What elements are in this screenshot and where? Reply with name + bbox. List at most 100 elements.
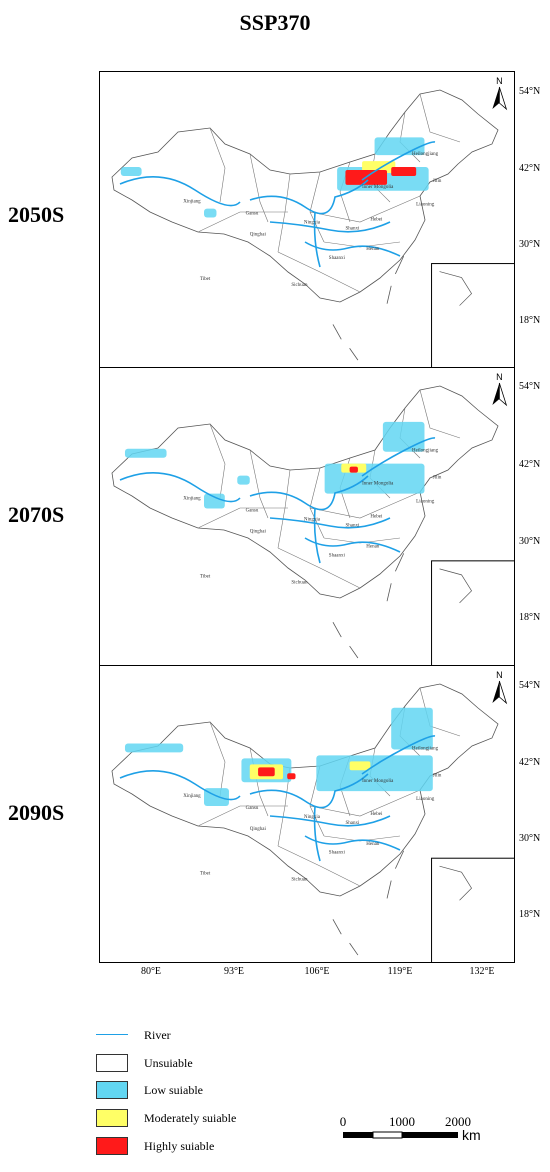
coast-segment — [349, 347, 359, 361]
place-label: Heilongjiang — [412, 746, 439, 751]
scale-unit: km — [462, 1127, 481, 1143]
place-label: Tibet — [200, 872, 211, 877]
place-label: Inner Mongolia — [362, 779, 394, 784]
place-label: Gansu — [246, 509, 259, 514]
river-line — [313, 507, 321, 564]
province-boundary — [419, 389, 461, 439]
coast-segment — [394, 255, 405, 275]
figure-title: SSP370 — [239, 10, 311, 35]
legend-moderate-label: Moderately suiable — [144, 1111, 237, 1125]
scale-bar: 0 1000 2000 km — [330, 1110, 530, 1150]
coast-segment — [349, 942, 359, 956]
low-suitable-area — [237, 475, 250, 485]
place-label: Xinjiang — [183, 794, 201, 799]
province-boundary — [249, 153, 269, 223]
river-line — [119, 472, 241, 503]
place-label: Ningxia — [304, 815, 321, 820]
legend-unsuitable-label: Unsuiable — [144, 1056, 193, 1070]
place-label: Henan — [366, 247, 380, 252]
province-boundary — [277, 251, 361, 293]
river-line — [304, 537, 401, 553]
province-boundary — [277, 845, 361, 887]
low-swatch — [96, 1081, 128, 1099]
inset-coastline — [439, 865, 472, 901]
legend-moderate: Moderately suiable — [96, 1109, 396, 1129]
place-label: Xinjiang — [183, 200, 201, 205]
river-line — [249, 179, 369, 215]
scale-seg — [372, 1131, 403, 1139]
south-china-sea-inset — [431, 857, 514, 962]
north-arrow-left — [492, 87, 500, 109]
river-line — [269, 815, 391, 827]
place-label: Ningxia — [304, 517, 321, 522]
province-boundary — [249, 449, 269, 519]
lon-label: 106°E — [304, 966, 330, 977]
panel-label-2050: 2050S — [8, 202, 65, 227]
legend-low: Low suiable — [96, 1081, 396, 1101]
place-label: Gansu — [246, 806, 259, 811]
panel-label-2090: 2090S — [8, 800, 65, 825]
lat-label: 18°N — [519, 909, 541, 920]
panel-label-2070: 2070S — [8, 502, 65, 527]
lat-label: 30°N — [519, 833, 541, 844]
north-arrow-icon: N — [492, 372, 508, 407]
north-label: N — [496, 372, 503, 382]
legend-high-label: Highly suiable — [144, 1139, 215, 1153]
low-suitable-area — [120, 167, 142, 176]
place-label: Heilongjiang — [412, 152, 439, 157]
province-boundary — [209, 423, 226, 499]
moderate-suitable-area — [349, 761, 371, 771]
place-label: Inner Mongolia — [362, 185, 394, 190]
lat-label: 42°N — [519, 459, 541, 470]
river-line — [361, 437, 436, 477]
place-label: Liaoning — [416, 500, 435, 505]
map-2050: N Heilongjiang Jilin Inner Mongolia Liaoning… — [111, 76, 514, 367]
river-line-swatch — [96, 1034, 128, 1035]
province-boundary — [209, 127, 226, 203]
place-label: Xinjiang — [183, 497, 201, 502]
lat-label: 54°N — [519, 381, 541, 392]
lon-label: 132°E — [469, 966, 495, 977]
low-suitable-area — [204, 208, 217, 218]
place-label: Shanxi — [345, 821, 360, 826]
coast-segment — [386, 583, 392, 602]
river-line — [313, 805, 321, 862]
place-label: Jilin — [433, 179, 442, 184]
lat-label: 30°N — [519, 239, 541, 250]
lat-label: 54°N — [519, 86, 541, 97]
coast-segment — [394, 850, 405, 869]
place-label: Qinghai — [250, 529, 267, 534]
province-boundary — [309, 491, 421, 519]
place-label: Jilin — [433, 476, 442, 481]
province-boundary — [197, 805, 288, 827]
place-label: Tibet — [200, 574, 211, 579]
province-boundary — [209, 721, 226, 797]
north-arrow-left — [492, 681, 500, 703]
river-line — [361, 141, 436, 181]
place-label: Qinghai — [250, 827, 267, 832]
north-arrow-left — [492, 383, 500, 405]
place-label: Hebei — [370, 812, 383, 817]
place-label: Qinghai — [250, 232, 267, 237]
place-label: Jilin — [433, 773, 442, 778]
place-label: Hebei — [370, 218, 383, 223]
place-label: Heilongjiang — [412, 449, 439, 454]
river-line — [269, 221, 391, 233]
place-label: Henan — [366, 842, 380, 847]
place-label: Shanxi — [345, 226, 360, 231]
unsuitable-swatch — [96, 1054, 128, 1072]
high-suitable-area — [349, 466, 358, 473]
place-label: Shaanxi — [329, 851, 346, 856]
map-2070: N Heilongjiang Jilin Inner Mongolia Liaoning… — [111, 372, 514, 665]
lon-label: 119°E — [387, 966, 413, 977]
low-suitable-area — [316, 755, 433, 792]
river-line — [313, 211, 321, 268]
coast-segment — [332, 621, 342, 638]
river-line — [249, 475, 369, 511]
north-label: N — [496, 670, 503, 680]
low-suitable-area — [124, 448, 167, 458]
lat-label: 42°N — [519, 757, 541, 768]
coast-segment — [386, 880, 392, 899]
province-boundary — [309, 195, 421, 223]
legend-high: Highly suiable — [96, 1137, 396, 1157]
